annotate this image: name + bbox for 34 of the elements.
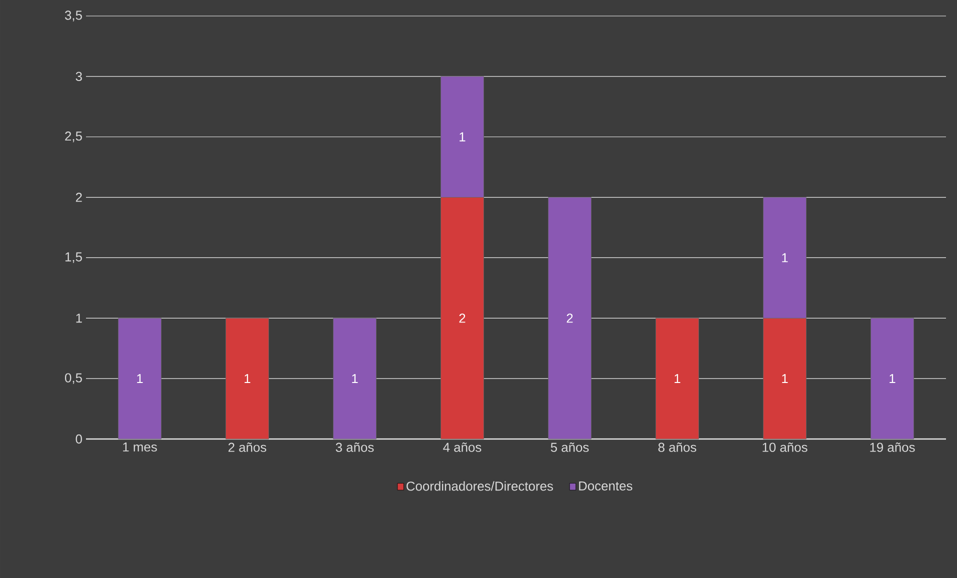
y-tick-label: 2,5 [65, 132, 82, 142]
data-label: 2 [566, 314, 573, 323]
data-label: 1 [782, 374, 788, 384]
x-tick-label: 4 años [443, 442, 482, 452]
x-tick-label: 3 años [336, 442, 374, 452]
data-label: 1 [674, 374, 680, 384]
bar [226, 318, 269, 440]
legend-label: Coordinadores/Directores [406, 481, 553, 491]
data-label: 1 [460, 132, 466, 142]
bar [118, 318, 162, 440]
y-tick-label: 1,5 [65, 252, 82, 263]
y-tick-label: 3 [76, 72, 82, 82]
x-tick-label: 8 años [658, 442, 696, 452]
x-tick-label: 1 mes [123, 442, 157, 452]
bar [870, 318, 914, 440]
data-label: 1 [137, 374, 143, 384]
x-tick-label: 2 años [228, 442, 266, 452]
data-label: 1 [244, 374, 250, 384]
y-tick-label: 3,5 [64, 10, 82, 22]
x-tick-label: 5 años [550, 442, 589, 452]
data-label: 1 [782, 253, 788, 262]
x-tick-label: 19 años [870, 442, 915, 452]
bar [333, 318, 376, 440]
y-tick-label: 0,5 [64, 373, 82, 384]
data-label: 1 [352, 374, 358, 384]
legend-label: Docentes [579, 481, 632, 491]
data-label: 2 [459, 314, 466, 323]
y-tick-label: 2 [76, 192, 82, 202]
bar [656, 318, 699, 440]
x-tick-label: 10 años [762, 442, 808, 452]
bar [548, 197, 592, 440]
data-label: 1 [890, 374, 896, 384]
y-tick-label: 1 [76, 314, 82, 323]
y-tick-label: 0 [76, 434, 82, 444]
